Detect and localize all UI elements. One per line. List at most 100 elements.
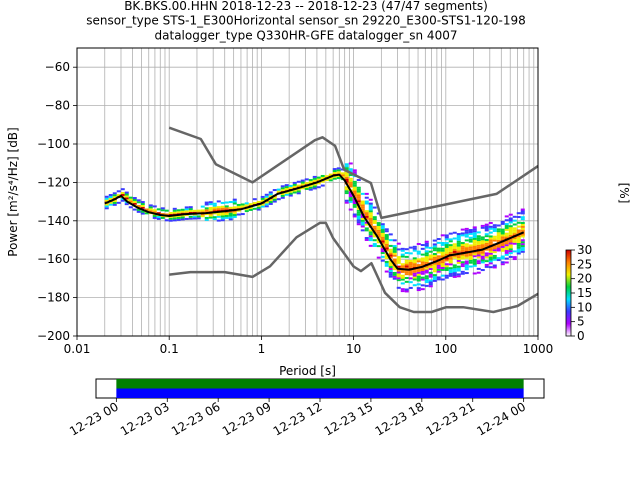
density-cell <box>472 235 477 238</box>
density-cell <box>108 201 113 204</box>
density-cell <box>116 201 121 204</box>
density-cell <box>500 249 505 252</box>
density-cell <box>236 209 241 212</box>
density-cell <box>172 215 177 218</box>
density-cell <box>348 193 353 196</box>
density-cell <box>492 266 497 269</box>
density-cell <box>400 249 405 252</box>
density-cell <box>492 258 497 261</box>
density-cell <box>512 227 517 230</box>
density-cell <box>444 263 449 266</box>
density-cell <box>504 232 509 235</box>
density-cell <box>420 259 425 262</box>
density-cell <box>244 210 249 213</box>
density-cell <box>348 183 353 186</box>
density-cell <box>144 212 149 215</box>
density-cell <box>468 232 473 235</box>
density-cell <box>216 213 221 216</box>
density-cell <box>396 242 401 245</box>
density-cell <box>500 220 505 223</box>
density-cell <box>224 207 229 210</box>
density-cell <box>424 246 429 249</box>
density-cell <box>496 239 501 242</box>
density-cell <box>496 224 501 227</box>
density-cell <box>140 201 145 204</box>
density-cell <box>380 250 385 253</box>
density-cell <box>336 167 341 170</box>
density-cell <box>448 232 453 235</box>
density-cell <box>424 259 429 262</box>
density-cell <box>424 240 429 243</box>
density-cell <box>360 221 365 224</box>
density-cell <box>444 236 449 239</box>
density-cell <box>368 219 373 222</box>
density-cell <box>516 239 521 242</box>
density-cell <box>236 213 241 216</box>
density-cell <box>412 257 417 260</box>
y-tick-label: −180 <box>37 291 70 305</box>
chart-title-line-1: BK.BKS.00.HHN 2018-12-23 -- 2018-12-23 (… <box>124 0 488 13</box>
density-cell <box>424 258 429 261</box>
y-tick-label: −80 <box>45 99 70 113</box>
density-cell <box>376 241 381 244</box>
density-cell <box>520 233 525 236</box>
density-cell <box>472 241 477 244</box>
density-cell <box>440 243 445 246</box>
density-cell <box>304 178 309 181</box>
density-cell <box>204 203 209 206</box>
density-cell <box>220 207 225 210</box>
density-cell <box>464 256 469 259</box>
density-cell <box>424 267 429 270</box>
density-cell <box>248 208 253 211</box>
density-cell <box>508 246 513 249</box>
density-cell <box>344 201 349 204</box>
density-cell <box>368 204 373 207</box>
density-cell <box>484 227 489 230</box>
density-cell <box>420 263 425 266</box>
density-cell <box>216 200 221 203</box>
density-cell <box>488 266 493 269</box>
density-cell <box>364 223 369 226</box>
density-cell <box>376 212 381 215</box>
density-cell <box>508 232 513 235</box>
density-cell <box>384 249 389 252</box>
density-cell <box>200 215 205 218</box>
density-cell <box>508 242 513 245</box>
density-cell <box>516 246 521 249</box>
density-cell <box>148 208 153 211</box>
density-cell <box>112 201 117 204</box>
density-cell <box>168 217 173 220</box>
density-cell <box>508 248 513 251</box>
density-cell <box>468 259 473 262</box>
density-cell <box>372 229 377 232</box>
density-cell <box>460 242 465 245</box>
density-cell <box>216 215 221 218</box>
density-cell <box>484 265 489 268</box>
density-cell <box>344 174 349 177</box>
density-cell <box>208 208 213 211</box>
density-cell <box>372 216 377 219</box>
density-cell <box>200 213 205 216</box>
density-cell <box>176 215 181 218</box>
density-cell <box>272 198 277 201</box>
density-cell <box>416 287 421 290</box>
density-cell <box>416 271 421 274</box>
density-cell <box>504 251 509 254</box>
density-cell <box>468 254 473 257</box>
density-cell <box>368 235 373 238</box>
density-cell <box>364 196 369 199</box>
density-cell <box>488 243 493 246</box>
density-cell <box>232 212 237 215</box>
density-cell <box>432 279 437 282</box>
density-cell <box>360 206 365 209</box>
density-cell <box>424 269 429 272</box>
density-cell <box>424 250 429 253</box>
density-cell <box>212 212 217 215</box>
density-cell <box>356 223 361 226</box>
density-cell <box>424 244 429 247</box>
density-cell <box>432 245 437 248</box>
density-cell <box>120 193 125 196</box>
density-cell <box>104 205 109 208</box>
density-cell <box>500 230 505 233</box>
